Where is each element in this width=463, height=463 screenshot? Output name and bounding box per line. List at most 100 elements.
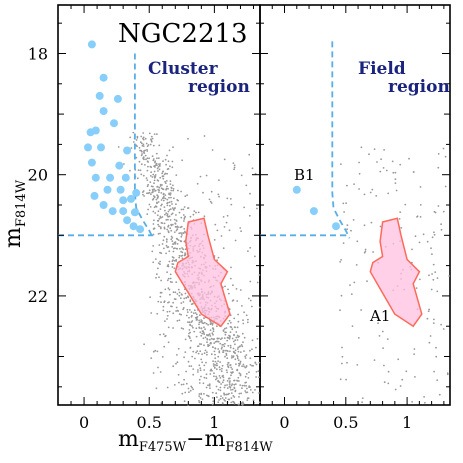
- field-star-point: [245, 381, 248, 384]
- field-star-point: [150, 171, 153, 174]
- field-star-point: [155, 152, 158, 155]
- field-star-point: [203, 376, 206, 379]
- field-star-point: [213, 239, 216, 241]
- field-star-point: [237, 320, 240, 323]
- field-star-point: [215, 385, 218, 388]
- field-star-point: [414, 235, 417, 238]
- field-star-point: [182, 208, 185, 211]
- field-star-point: [232, 284, 234, 287]
- field-star-point: [373, 359, 376, 361]
- field-star-point: [180, 240, 183, 243]
- field-star-point: [233, 166, 236, 169]
- field-star-point: [180, 216, 183, 219]
- field-star-point: [399, 385, 402, 387]
- field-star-point: [201, 361, 204, 364]
- field-star-point: [188, 365, 191, 367]
- field-star-point: [394, 182, 397, 185]
- field-star-point: [226, 350, 229, 352]
- field-star-point: [223, 386, 226, 389]
- field-star-point: [142, 193, 144, 196]
- field-star-point: [180, 232, 183, 235]
- field-star-point: [209, 200, 212, 203]
- field-star-point: [179, 232, 182, 234]
- field-star-point: [142, 136, 145, 139]
- x-tick-label: 0.5: [333, 413, 358, 432]
- field-star-point: [239, 384, 242, 386]
- field-star-point: [229, 331, 232, 333]
- field-star-point: [162, 177, 165, 180]
- field-star-point: [157, 223, 160, 226]
- field-star-point: [219, 342, 222, 345]
- field-star-point: [380, 158, 382, 161]
- field-star-point: [140, 173, 143, 176]
- field-star-point: [170, 235, 173, 238]
- field-star-point: [358, 161, 360, 164]
- field-star-point: [249, 192, 251, 195]
- field-star-point: [239, 289, 242, 291]
- field-star-point: [200, 327, 203, 330]
- field-star-point: [166, 279, 169, 282]
- field-star-point: [175, 237, 178, 240]
- field-star-point: [168, 250, 171, 253]
- field-star-point: [176, 293, 179, 295]
- field-star-point: [182, 307, 185, 309]
- field-star-point: [189, 323, 192, 326]
- field-star-point: [245, 373, 248, 375]
- field-star-point: [175, 310, 178, 312]
- field-star-point: [345, 202, 347, 205]
- field-star-point: [215, 392, 218, 395]
- field-star-point: [203, 369, 206, 371]
- blue-straggler-point: [97, 143, 105, 152]
- field-star-point: [370, 221, 373, 224]
- field-star-point: [227, 366, 230, 369]
- field-star-point: [170, 238, 173, 241]
- field-star-point: [242, 402, 245, 405]
- field-star-point: [394, 388, 397, 391]
- field-star-point: [158, 144, 161, 147]
- field-star-point: [419, 216, 422, 218]
- right-field-stars: [339, 146, 451, 404]
- field-star-point: [161, 175, 164, 178]
- blue-straggler-point: [115, 161, 124, 170]
- selection-box-polygon: [174, 217, 231, 328]
- field-star-point: [217, 193, 220, 196]
- field-star-point: [229, 277, 232, 280]
- field-star-point: [238, 403, 240, 406]
- field-star-point: [339, 378, 342, 381]
- field-star-point: [216, 325, 218, 328]
- field-star-point: [226, 384, 228, 386]
- field-star-point: [178, 291, 181, 294]
- field-star-point: [224, 342, 226, 345]
- field-star-point: [232, 347, 235, 350]
- field-star-point: [169, 277, 172, 280]
- field-star-point: [222, 343, 225, 346]
- field-star-point: [224, 285, 226, 288]
- field-star-point: [194, 312, 197, 314]
- field-star-point: [208, 384, 211, 387]
- field-star-point: [436, 379, 439, 382]
- field-star-point: [182, 308, 185, 311]
- field-star-point: [173, 267, 176, 270]
- field-star-point: [166, 202, 169, 205]
- field-star-point: [180, 235, 183, 238]
- field-star-point: [149, 206, 152, 208]
- field-star-point: [178, 381, 180, 384]
- field-star-point: [210, 190, 213, 193]
- field-star-point: [199, 331, 202, 334]
- field-star-point: [229, 321, 232, 324]
- field-star-point: [201, 353, 204, 356]
- field-star-point: [379, 170, 382, 173]
- field-star-point: [178, 294, 181, 297]
- field-star-point: [178, 313, 181, 315]
- field-star-point: [165, 163, 168, 166]
- field-star-point: [202, 331, 205, 334]
- field-star-point: [228, 381, 231, 383]
- field-star-point: [191, 320, 194, 322]
- field-star-point: [419, 278, 421, 281]
- field-star-point: [177, 288, 180, 291]
- field-star-point: [245, 314, 248, 317]
- field-star-point: [196, 316, 199, 318]
- field-star-point: [150, 135, 153, 138]
- field-star-point: [255, 346, 257, 349]
- field-star-point: [248, 214, 251, 217]
